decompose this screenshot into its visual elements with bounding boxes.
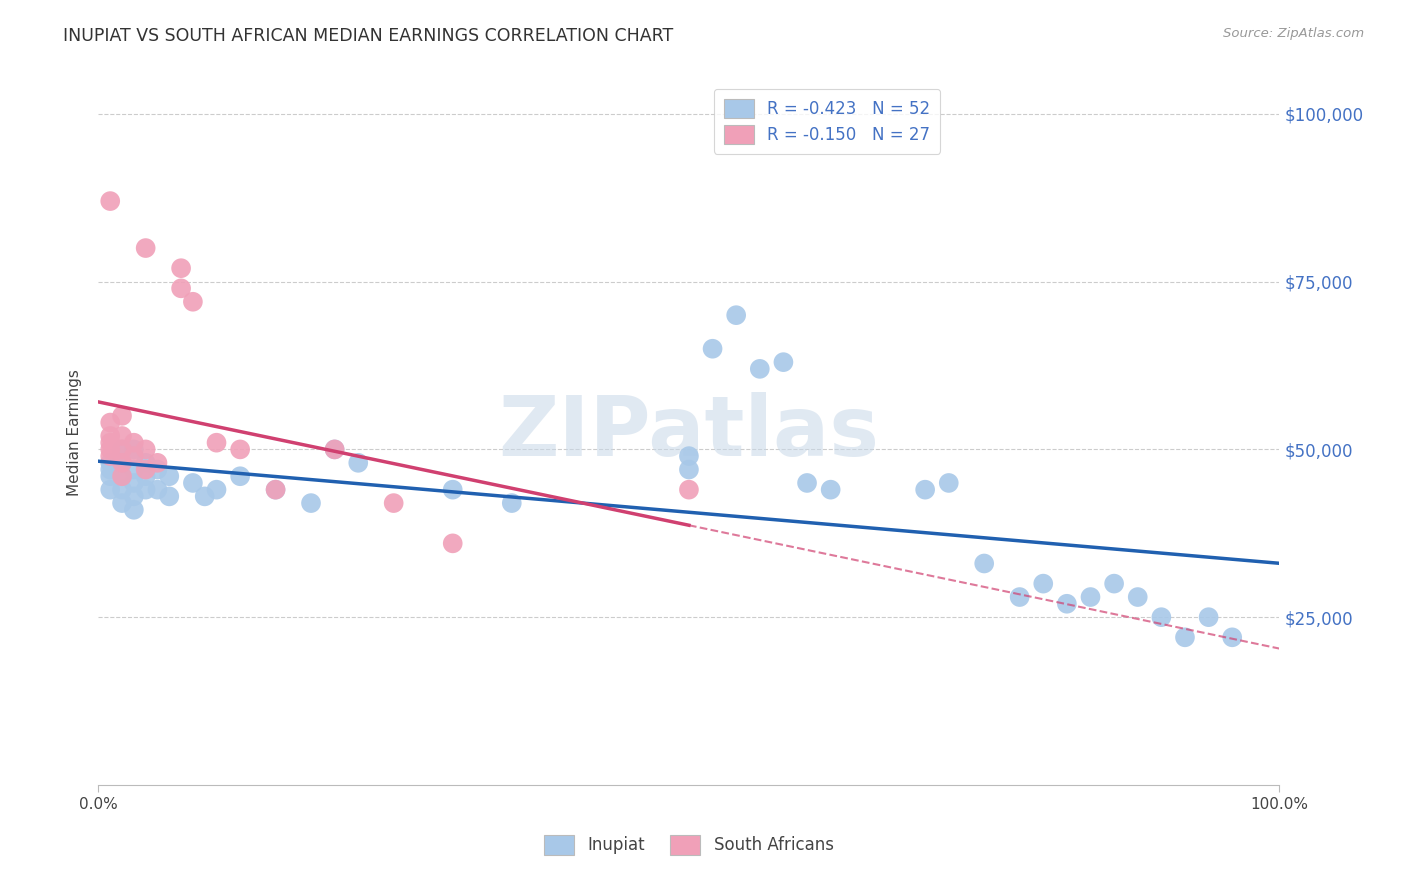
Point [135,456,157,470]
Point [796,475,818,490]
Point [135,241,157,255]
Point [678,483,700,497]
Point [938,475,960,490]
Legend: Inupiat, South Africans: Inupiat, South Africans [537,829,841,861]
Point [264,483,287,497]
Point [111,442,134,457]
Point [1102,576,1125,591]
Point [181,475,204,490]
Point [205,435,228,450]
Point [98,194,121,208]
Point [1126,590,1149,604]
Point [122,475,145,490]
Point [135,469,157,483]
Point [181,294,204,309]
Point [229,442,252,457]
Point [820,483,842,497]
Point [973,557,995,571]
Point [111,469,134,483]
Point [441,536,464,550]
Point [98,442,121,457]
Point [135,462,157,476]
Point [122,435,145,450]
Point [702,342,724,356]
Point [1150,610,1173,624]
Point [111,429,134,443]
Point [323,442,346,457]
Point [111,456,134,470]
Point [98,456,121,470]
Point [98,483,121,497]
Point [772,355,794,369]
Point [122,462,145,476]
Point [111,456,134,470]
Point [299,496,322,510]
Point [98,449,121,463]
Point [725,308,748,322]
Point [264,483,287,497]
Text: ZIPatlas: ZIPatlas [499,392,879,473]
Point [1220,630,1243,644]
Point [111,469,134,483]
Point [501,496,523,510]
Point [146,456,169,470]
Point [194,489,217,503]
Point [135,483,157,497]
Point [122,442,145,457]
Point [111,442,134,457]
Point [98,429,121,443]
Point [122,503,145,517]
Point [1080,590,1102,604]
Point [1032,576,1054,591]
Point [914,483,936,497]
Point [678,462,700,476]
Point [323,442,346,457]
Point [1008,590,1031,604]
Point [170,281,193,295]
Point [122,489,145,503]
Point [98,469,121,483]
Text: Source: ZipAtlas.com: Source: ZipAtlas.com [1223,27,1364,40]
Point [111,409,134,423]
Point [146,483,169,497]
Point [1174,630,1197,644]
Point [157,469,180,483]
Point [441,483,464,497]
Point [111,496,134,510]
Point [111,483,134,497]
Point [1056,597,1078,611]
Point [98,416,121,430]
Point [382,496,405,510]
Point [98,435,121,450]
Point [748,362,770,376]
Point [229,469,252,483]
Point [678,449,700,463]
Point [347,456,370,470]
Point [135,442,157,457]
Point [205,483,228,497]
Point [170,261,193,276]
Point [98,462,121,476]
Text: INUPIAT VS SOUTH AFRICAN MEDIAN EARNINGS CORRELATION CHART: INUPIAT VS SOUTH AFRICAN MEDIAN EARNINGS… [63,27,673,45]
Point [157,489,180,503]
Y-axis label: Median Earnings: Median Earnings [67,369,83,496]
Point [146,462,169,476]
Point [122,449,145,463]
Point [1198,610,1220,624]
